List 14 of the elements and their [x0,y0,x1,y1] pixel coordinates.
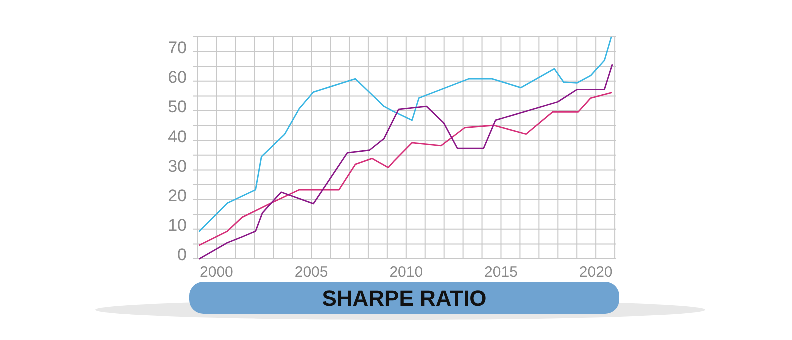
x-tick-label: 2015 [484,264,518,281]
text: SHARPE RATIO [322,286,487,311]
y-tick-label: 0 [178,246,187,265]
x-tick-label: 2005 [294,264,328,281]
y-tick-label: 10 [168,216,187,236]
y-tick-label: 70 [168,38,187,58]
x-tick-label: 2010 [390,264,424,281]
y-tick-label: 30 [168,156,187,176]
x-tick-label: 2020 [579,264,613,281]
y-tick-label: 40 [168,127,187,146]
y-tick-label: 50 [168,98,187,117]
x-tick-label: 2000 [200,264,234,281]
y-tick-label: 20 [168,186,187,206]
y-tick-label: 60 [168,68,187,88]
